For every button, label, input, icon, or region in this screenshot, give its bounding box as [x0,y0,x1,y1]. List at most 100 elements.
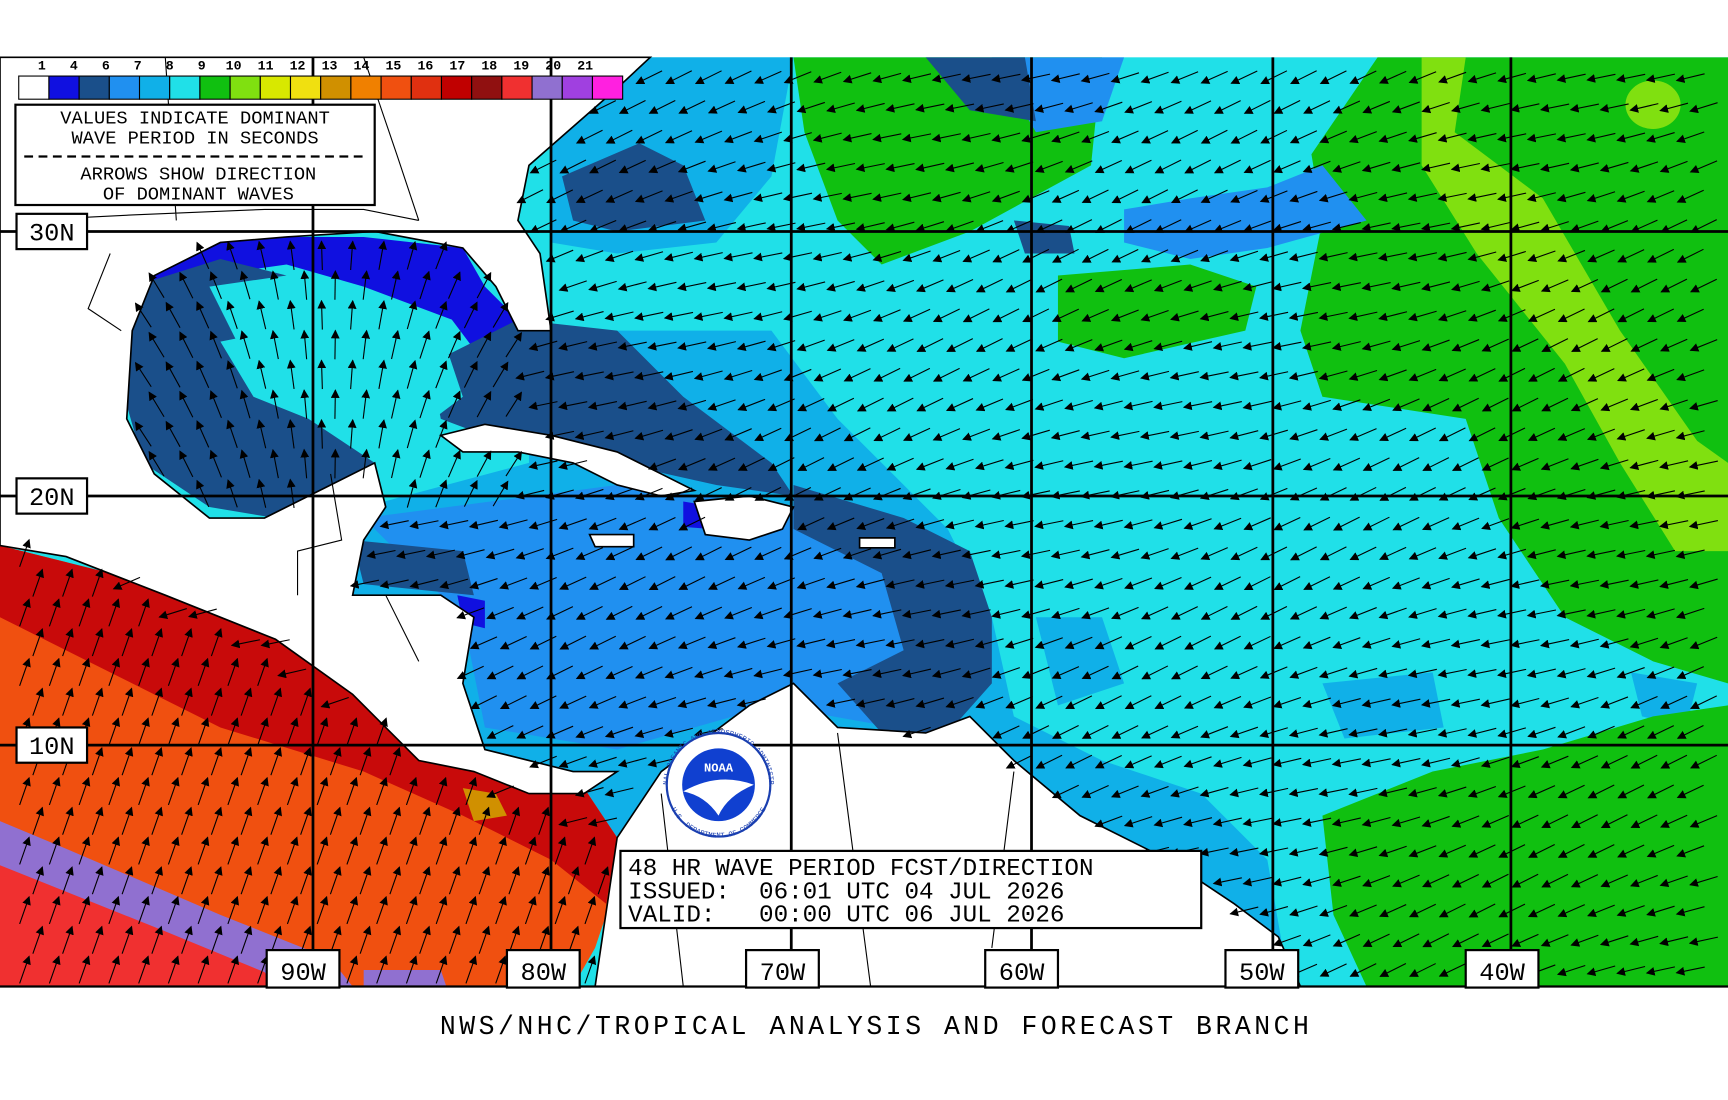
direction-arrow [300,329,310,360]
longitude-label: 60W [999,959,1045,988]
direction-arrow [975,278,1003,293]
direction-arrow [165,301,181,329]
direction-arrow [1379,486,1407,501]
direction-arrow [1243,576,1271,590]
direction-arrow [1272,281,1302,292]
direction-arrow [1379,546,1407,561]
direction-arrow [1094,101,1123,114]
direction-arrow [1451,280,1480,292]
direction-arrow [634,190,663,203]
direction-arrow [1569,579,1600,589]
direction-arrow [1034,637,1063,649]
direction-arrow [1170,129,1198,144]
direction-arrow [855,102,885,113]
latitude-label: 10N [29,733,75,762]
direction-arrow [1124,635,1152,650]
direction-arrow [1154,159,1182,174]
direction-arrow [505,391,522,417]
direction-arrow [873,427,901,442]
direction-arrow [347,359,357,390]
legend-swatch [138,75,171,100]
direction-arrow [317,240,327,271]
direction-arrow [886,457,914,471]
direction-arrow [618,635,646,650]
direction-arrow [1421,281,1451,292]
direction-arrow [1586,132,1616,143]
direction-arrow [558,341,588,351]
direction-arrow [1510,579,1540,589]
direction-arrow [617,341,647,351]
direction-arrow [1184,635,1212,650]
direction-arrow [677,160,706,173]
direction-arrow [1124,577,1153,590]
direction-arrow [723,191,753,203]
direction-arrow [915,519,945,530]
field-red [0,545,618,904]
direction-arrow [197,657,210,687]
direction-arrow [91,628,104,657]
direction-arrow [856,397,884,412]
direction-arrow [736,282,766,292]
direction-arrow [378,240,387,270]
direction-arrow [1437,608,1467,619]
direction-arrow [1051,308,1080,323]
direction-arrow [707,637,736,649]
legend-label: 6 [102,58,110,73]
direction-arrow [476,271,492,299]
direction-arrow [693,252,723,262]
direction-arrow [1660,278,1688,293]
direction-arrow [456,607,485,620]
direction-arrow [1020,73,1051,83]
direction-arrow [1332,457,1361,471]
direction-arrow [843,368,871,382]
direction-arrow [499,635,527,650]
direction-arrow [1586,73,1616,83]
direction-arrow [148,272,165,299]
direction-arrow [1689,400,1718,411]
direction-arrow [1064,578,1093,590]
direction-arrow [753,668,783,679]
direction-arrow [1407,252,1437,262]
direction-arrow [902,308,931,322]
direction-arrow [575,250,604,263]
direction-arrow [188,608,217,619]
direction-arrow [1646,190,1675,203]
direction-arrow [1081,130,1110,144]
direction-arrow [1438,547,1467,560]
direction-arrow [1599,103,1629,113]
direction-arrow [1437,251,1467,262]
direction-arrow [813,368,842,382]
direction-arrow [1511,338,1539,352]
direction-arrow [1349,546,1377,561]
direction-arrow [796,162,826,173]
direction-arrow [1407,192,1437,202]
direction-arrow [559,159,587,174]
direction-arrow [945,278,974,293]
direction-arrow [1378,192,1408,202]
direction-arrow [1467,548,1497,560]
direction-arrow [1213,635,1241,650]
direction-arrow [902,73,932,83]
direction-arrow [361,389,371,419]
direction-arrow [648,160,676,174]
direction-arrow [1646,608,1675,619]
direction-arrow [974,161,1004,173]
direction-arrow [872,251,902,262]
direction-arrow [1391,638,1421,649]
direction-arrow [1005,219,1033,233]
direction-arrow [782,192,813,202]
direction-arrow [256,478,267,508]
direction-arrow [1659,460,1689,470]
direction-arrow [1064,160,1093,174]
direction-arrow [1111,606,1139,620]
direction-arrow [239,270,251,300]
direction-arrow [1629,161,1659,173]
direction-arrow [604,250,634,262]
legend-swatch [350,75,382,100]
direction-arrow [1290,70,1317,85]
direction-arrow [1659,102,1689,113]
direction-arrow [378,359,387,389]
direction-arrow [826,280,855,292]
forecast-valid: VALID: 00:00 UTC 06 JUL 2026 [628,902,1064,929]
legend-label: 21 [577,58,593,73]
